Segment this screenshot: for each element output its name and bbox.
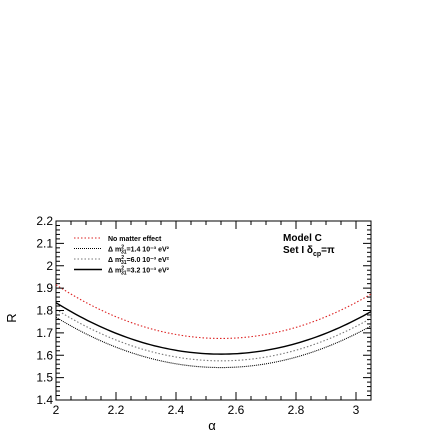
y-axis-title: R xyxy=(4,313,19,322)
legend-label-2: Δ m2 31=6.0 10⁻³ eV² xyxy=(108,255,170,266)
x-tick-label: 2 xyxy=(53,403,60,417)
y-tick-label: 1.4 xyxy=(36,393,53,407)
legend-label-3: Δ m2 31=3.2 10⁻³ eV² xyxy=(108,266,170,277)
tick-labels: 2 2.2 2.4 2.6 2.8 3 1.4 1.5 1.6 1.7 1.8 1.9 2 2.1 2.2 xyxy=(36,214,359,417)
y-tick-label: 1.6 xyxy=(36,348,53,362)
legend-label-1: Δ m2 31=1.4 10⁻³ eV² xyxy=(108,245,170,256)
y-tick-label: 1.9 xyxy=(36,281,53,295)
curves xyxy=(55,284,372,369)
annotation-model: Model C xyxy=(283,233,322,244)
y-tick-label: 1.7 xyxy=(36,326,53,340)
y-tick-label: 2.2 xyxy=(36,214,53,228)
y-tick-label: 1.5 xyxy=(36,371,53,385)
series-line-3 xyxy=(55,302,372,355)
x-tick-label: 2.8 xyxy=(288,403,305,417)
axis-ticks xyxy=(55,220,371,401)
series-line-0 xyxy=(55,284,372,340)
annotation-set: Set I δcp=π xyxy=(283,245,335,258)
series-line-1 xyxy=(55,316,372,369)
x-tick-label: 3 xyxy=(353,403,360,417)
x-axis-title: α xyxy=(208,418,216,433)
x-tick-label: 2.2 xyxy=(108,403,125,417)
y-tick-label: 2.1 xyxy=(36,236,53,250)
x-tick-label: 2.6 xyxy=(228,403,245,417)
x-tick-label: 2.4 xyxy=(168,403,185,417)
y-tick-label: 2 xyxy=(46,259,53,273)
y-tick-label: 1.8 xyxy=(36,304,53,318)
series-line-2 xyxy=(55,308,372,362)
legend-label-0: No matter effect xyxy=(108,236,162,243)
